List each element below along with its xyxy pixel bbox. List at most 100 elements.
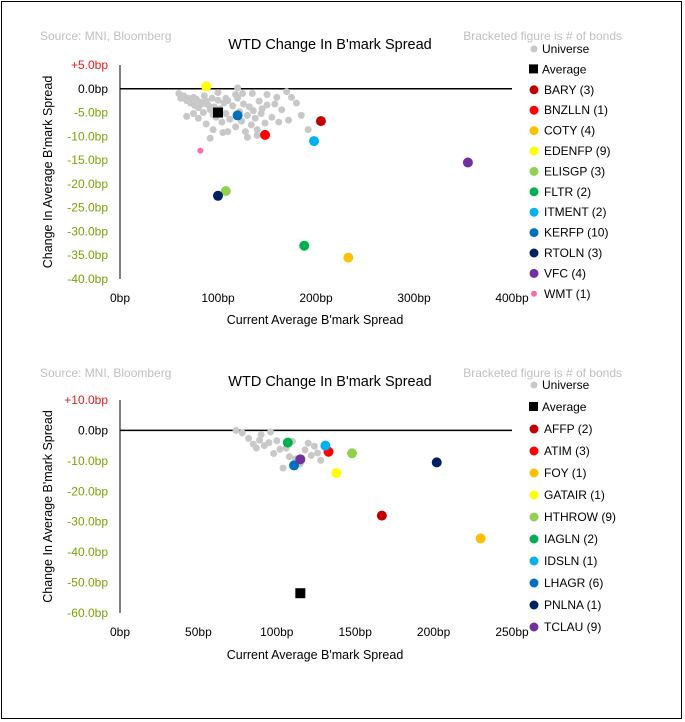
legend-atim-label: ATIM (3) <box>544 444 590 458</box>
y-tick-label: 0.0bp <box>78 82 108 96</box>
universe-point <box>222 110 230 118</box>
y-tick-label: -30.0bp <box>67 224 108 238</box>
legend-idsln-marker <box>529 556 539 566</box>
universe-point <box>288 93 295 101</box>
chart-title: WTD Change In B'mark Spread <box>228 37 431 53</box>
legend-elisgp-marker <box>529 166 539 176</box>
legend-itment-marker <box>529 207 539 217</box>
universe-point <box>238 429 246 437</box>
legend-universe-marker <box>530 45 538 53</box>
y-tick-label: -50.0bp <box>67 576 108 590</box>
source-note: Source: MNI, Bloomberg <box>40 366 171 380</box>
point-hthrow <box>347 448 358 459</box>
universe-point <box>267 428 275 436</box>
legend-rtoln-marker <box>529 248 539 258</box>
universe-point <box>255 97 263 105</box>
universe-point <box>278 106 286 114</box>
legend-lhagr-label: LHAGR (6) <box>544 576 603 590</box>
point-lhagr <box>289 460 300 471</box>
legend-rtoln-label: RTOLN (3) <box>544 246 602 260</box>
y-tick-label: -60.0bp <box>67 606 108 620</box>
universe-point <box>239 90 246 98</box>
universe-point <box>256 436 264 444</box>
legend-bnzlln-label: BNZLLN (1) <box>544 103 608 117</box>
universe-point <box>214 89 222 97</box>
universe-point <box>270 450 278 458</box>
y-tick-label: -30.0bp <box>67 515 108 529</box>
point-kerfp <box>232 110 243 121</box>
universe-point <box>258 105 266 113</box>
universe-point <box>307 451 315 459</box>
universe-point <box>241 128 249 136</box>
universe-point <box>199 109 207 117</box>
universe-point <box>253 131 261 139</box>
average-marker <box>295 588 306 599</box>
universe-point <box>297 111 305 119</box>
point-foy <box>475 533 486 544</box>
legend-average-marker <box>529 64 538 74</box>
legend-idsln-label: IDSLN (1) <box>544 554 597 568</box>
universe-point <box>245 434 253 442</box>
x-tick-label: 400bp <box>495 291 529 305</box>
universe-point <box>268 113 276 121</box>
point-bnzlln <box>260 129 271 140</box>
universe-point <box>232 90 240 98</box>
y-axis-label: Change In Average B'mark Spread <box>41 76 55 269</box>
x-tick-label: 100bp <box>201 291 235 305</box>
legend-iagln-marker <box>529 534 539 544</box>
bonds-note: Bracketed figure is # of bonds <box>463 366 622 380</box>
universe-point <box>273 93 281 101</box>
point-rtoln <box>213 190 223 201</box>
point-gatair <box>331 468 342 479</box>
universe-point <box>190 110 197 118</box>
legend-edenfp-marker <box>529 146 539 156</box>
universe-point <box>285 116 293 124</box>
x-tick-label: 0bp <box>110 291 130 305</box>
source-note: Source: MNI, Bloomberg <box>40 29 171 43</box>
y-tick-label: -10.0bp <box>67 129 108 143</box>
y-tick-label: 0.0bp <box>78 423 108 437</box>
legend-lhagr-marker <box>529 578 539 588</box>
universe-point <box>251 114 259 122</box>
legend-elisgp-label: ELISGP (3) <box>544 164 605 178</box>
universe-point <box>271 100 279 108</box>
universe-point <box>222 94 230 102</box>
legend-gatair-marker <box>529 490 539 500</box>
universe-point <box>263 90 271 98</box>
point-fltr <box>299 240 310 251</box>
universe-point <box>310 442 318 450</box>
universe-point <box>232 123 240 131</box>
universe-point <box>252 444 260 452</box>
universe-point <box>194 114 202 122</box>
point-edenfp <box>201 81 212 92</box>
universe-point <box>229 102 237 110</box>
legend-bnzlln-marker <box>529 105 539 115</box>
point-affp <box>376 510 387 521</box>
y-tick-label: -20.0bp <box>67 484 108 498</box>
universe-point <box>263 101 271 109</box>
legend-fltr-label: FLTR (2) <box>544 185 591 199</box>
legend-vfc-marker <box>529 268 539 278</box>
universe-point <box>304 439 312 447</box>
legend-pnlna-marker <box>529 600 539 610</box>
legend-edenfp-label: EDENFP (9) <box>544 144 610 158</box>
universe-point <box>249 107 257 115</box>
universe-point <box>314 449 322 457</box>
legend-affp-label: AFFP (2) <box>544 422 592 436</box>
universe-point <box>206 134 214 142</box>
average-marker <box>213 107 223 118</box>
y-tick-label: +5.0bp <box>71 58 108 72</box>
universe-point <box>224 128 232 136</box>
universe-point <box>248 90 256 98</box>
x-tick-label: 200bp <box>299 291 333 305</box>
universe-point <box>283 88 291 96</box>
legend-universe-marker <box>530 381 538 389</box>
point-iagln <box>282 437 293 448</box>
legend-hthrow-marker <box>529 512 539 522</box>
universe-point <box>273 437 281 445</box>
universe-point <box>243 133 251 141</box>
legend-average-marker <box>529 402 538 411</box>
legend-bary-label: BARY (3) <box>544 83 594 97</box>
